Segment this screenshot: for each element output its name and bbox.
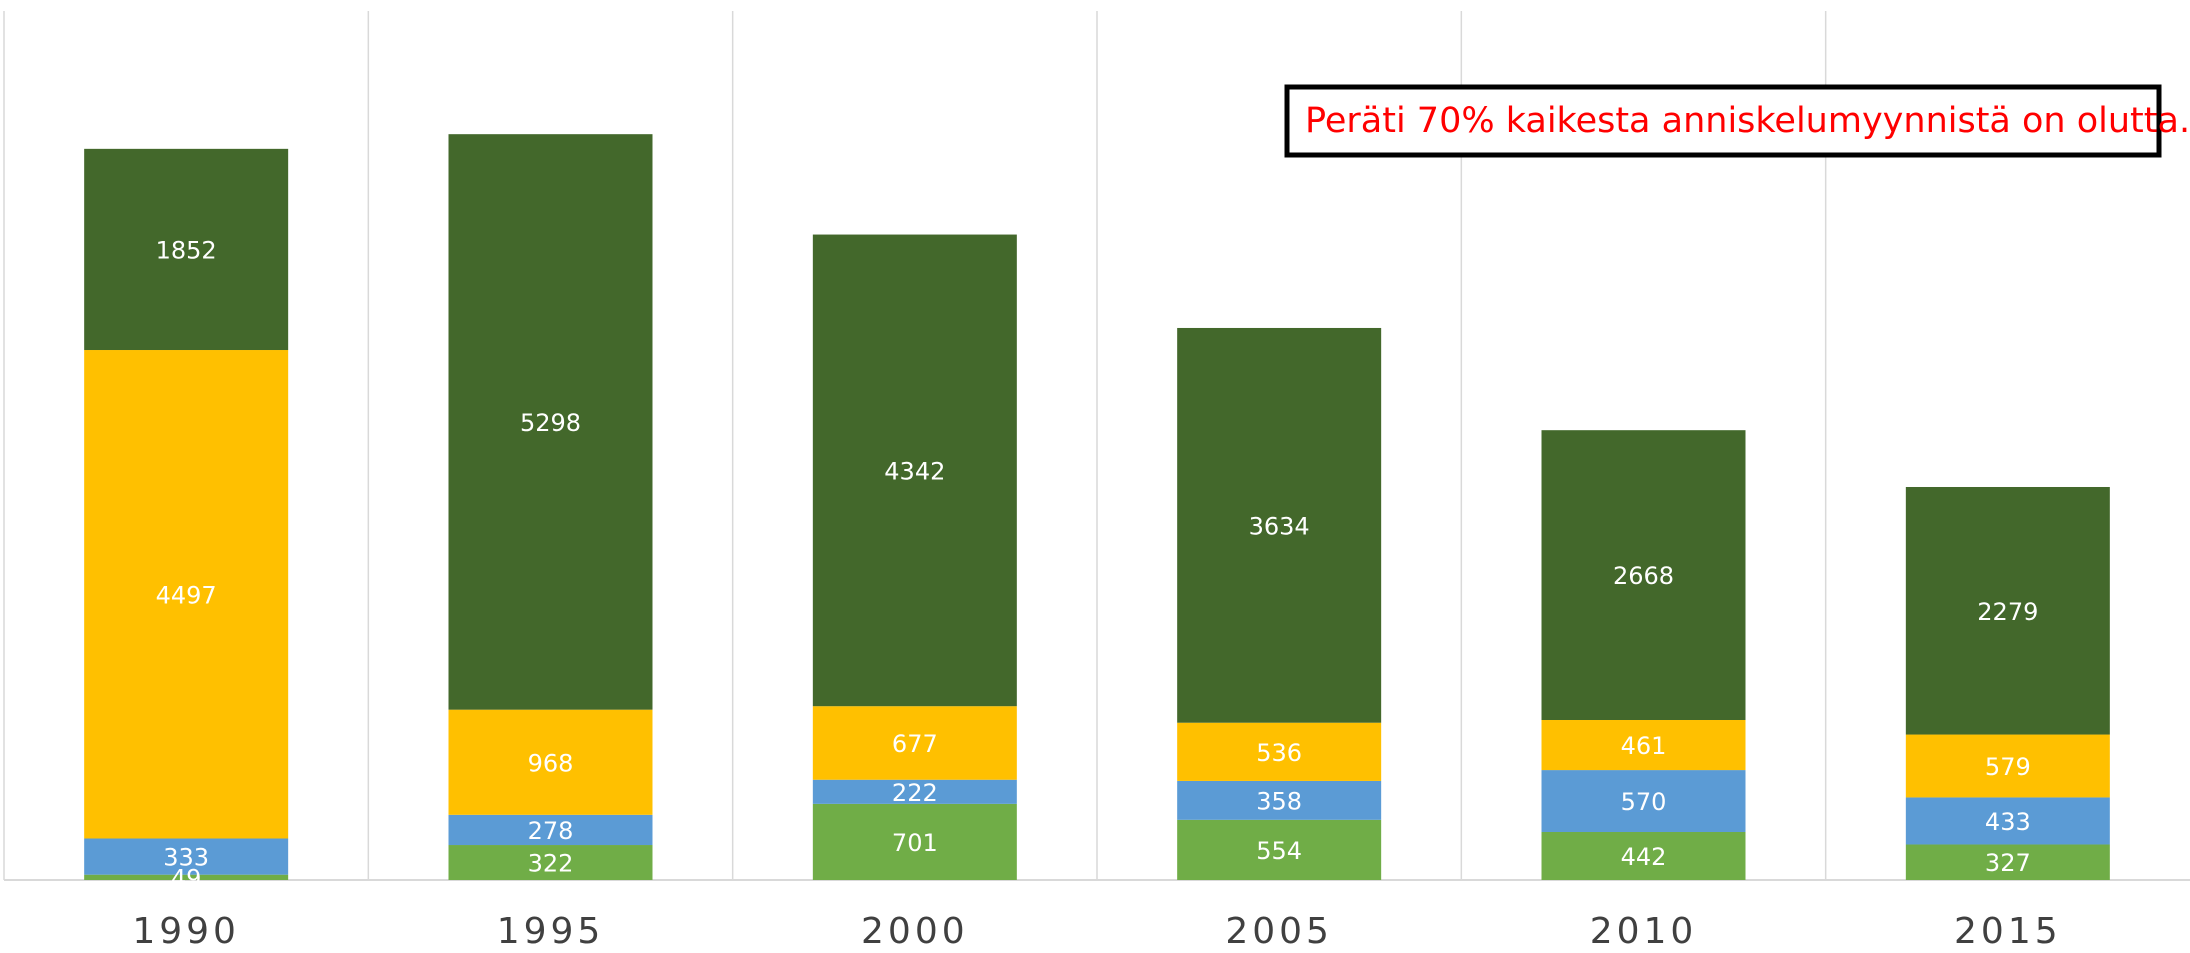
bar-segment <box>1541 430 1746 720</box>
data-label: 2279 <box>1977 598 2038 626</box>
data-label: 968 <box>528 749 574 777</box>
bar-segment <box>812 234 1017 707</box>
annotation: Peräti 70% kaikesta anniskelumyynnistä o… <box>1305 101 2190 141</box>
x-tick-label: 2005 <box>1225 911 1333 952</box>
data-label: 322 <box>528 850 574 878</box>
x-tick-label: 1995 <box>497 911 605 952</box>
bar-segment <box>812 803 1017 880</box>
bar-segment <box>812 779 1017 804</box>
data-label: 5298 <box>520 409 581 437</box>
annotation-box <box>1284 84 2162 158</box>
data-label: 333 <box>163 844 209 872</box>
data-label: 536 <box>1256 739 1302 767</box>
bar-segment <box>1905 486 2110 735</box>
bar-segment <box>1177 819 1382 880</box>
data-label: 358 <box>1256 787 1302 815</box>
data-label: 49 <box>171 864 202 892</box>
bar-segment <box>1177 780 1382 820</box>
data-label: 554 <box>1256 837 1302 865</box>
bar-segment <box>448 709 653 815</box>
bar-segment <box>84 874 289 880</box>
bar-segment <box>1177 327 1382 723</box>
data-label: 570 <box>1621 788 1667 816</box>
bar-segment <box>448 814 653 846</box>
data-label: 327 <box>1985 849 2031 877</box>
data-label: 442 <box>1621 843 1667 871</box>
bar-segment <box>1905 734 2110 798</box>
data-label: 579 <box>1985 753 2031 781</box>
data-label: 4342 <box>884 457 945 485</box>
bar-segment <box>1905 844 2110 880</box>
data-label: 677 <box>892 730 938 758</box>
x-tick-label: 2000 <box>861 911 969 952</box>
x-tick-label: 1990 <box>132 911 240 952</box>
data-label: 1852 <box>156 236 217 264</box>
bar-segment <box>1541 831 1746 880</box>
data-label: 701 <box>892 829 938 857</box>
data-label: 222 <box>892 779 938 807</box>
bar-segment <box>448 134 653 710</box>
bar-segment <box>84 148 289 351</box>
data-label: 3634 <box>1249 512 1310 540</box>
bar-segment <box>1905 797 2110 845</box>
data-label: 2668 <box>1613 562 1674 590</box>
data-label: 278 <box>528 817 574 845</box>
bar-segment <box>84 350 289 839</box>
data-label: 433 <box>1985 808 2031 836</box>
bar-segment <box>1541 770 1746 832</box>
bar-segment <box>84 838 289 875</box>
data-label: 461 <box>1621 732 1667 760</box>
bar-segment <box>1177 722 1382 781</box>
x-tick-label: 2010 <box>1590 911 1698 952</box>
x-tick-label: 2015 <box>1954 911 2062 952</box>
bar-segment <box>448 845 653 880</box>
bar-segment <box>1541 719 1746 771</box>
bar-segment <box>812 706 1017 780</box>
data-label: 4497 <box>156 581 217 609</box>
